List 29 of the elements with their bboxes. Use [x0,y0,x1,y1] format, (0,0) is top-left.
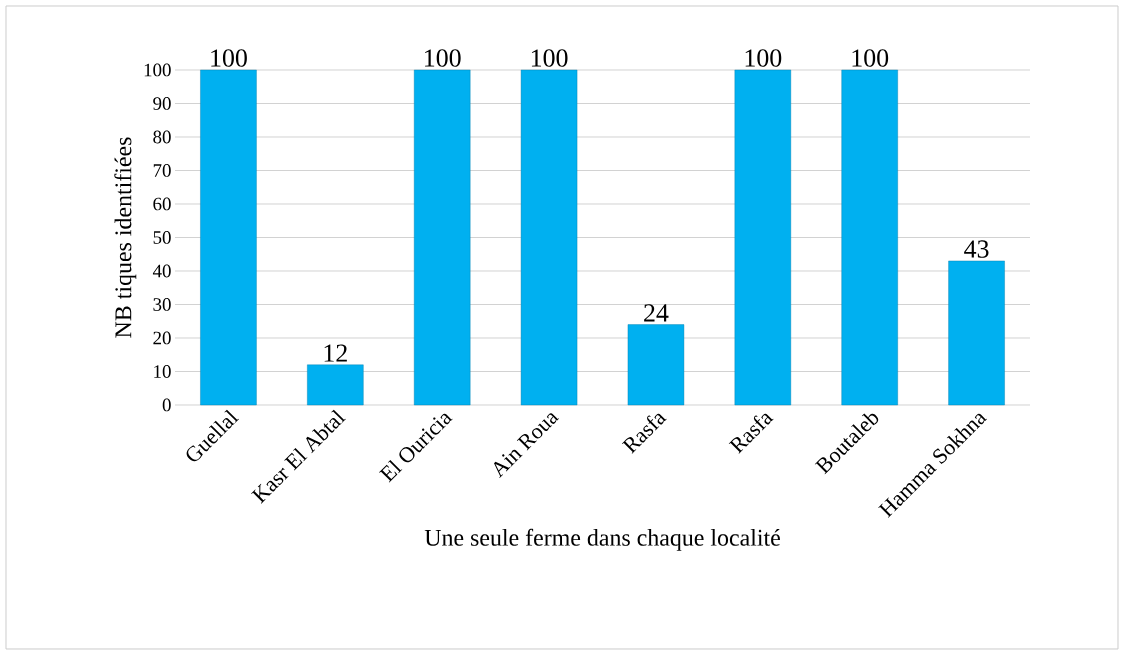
data-label: 43 [964,240,989,258]
data-label: 100 [531,49,568,67]
data-label: 100 [425,49,461,67]
y-tick-label: 30 [153,298,171,311]
bar [414,69,471,406]
y-tick-label: 70 [153,164,171,177]
bar [734,69,792,406]
y-tick-label: 60 [153,197,171,211]
bar [627,324,685,406]
data-label: 100 [745,49,782,67]
data-label: 24 [644,304,669,322]
y-tick-label: 80 [153,130,171,144]
data-label: 100 [211,49,247,67]
y-tick-label: 90 [153,97,171,110]
bar [948,260,1005,406]
y-tick-label: 40 [152,264,171,278]
y-axis-title: NB tiques identifiées [114,137,137,338]
y-tick-label: 20 [153,331,171,345]
y-tick-label: 100 [144,63,171,77]
y-tick-label: 10 [154,365,171,378]
bar [307,364,364,406]
bar [841,69,898,406]
data-label: 100 [852,49,889,67]
y-tick-label: 0 [162,398,171,412]
bar [520,69,578,406]
bar [200,69,257,406]
y-tick-label: 50 [153,231,171,244]
data-label: 12 [324,344,347,362]
x-axis-title: Une seule ferme dans chaque localité [424,528,780,551]
